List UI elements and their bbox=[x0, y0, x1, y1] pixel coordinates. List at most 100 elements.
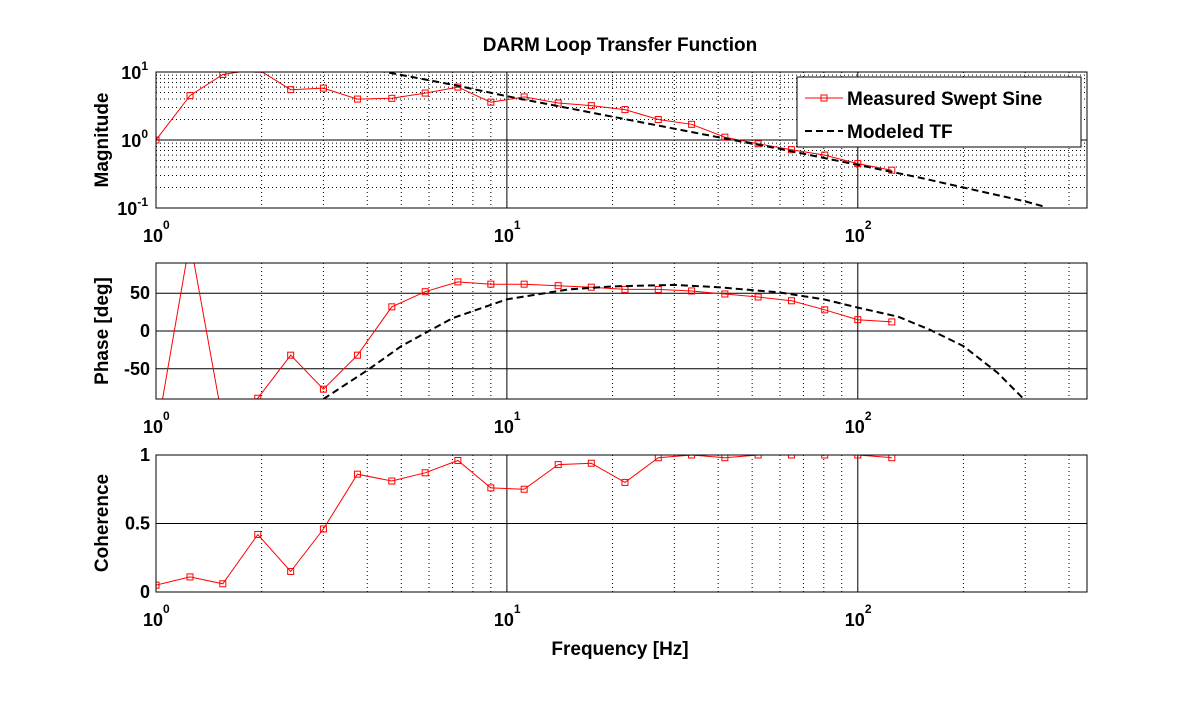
magnitude-measured-swept-sine-point bbox=[421, 89, 429, 97]
coherence-measured-swept-sine-point bbox=[186, 573, 194, 581]
phase-modeled-tf-line bbox=[322, 283, 1026, 399]
magnitude-y-tick-label: 100 bbox=[121, 127, 148, 151]
magnitude-y-tick-label: 10-1 bbox=[117, 195, 148, 219]
phase-measured-swept-sine-point bbox=[854, 316, 862, 324]
magnitude-measured-swept-sine-point bbox=[688, 120, 696, 128]
magnitude-measured-swept-sine-point bbox=[156, 136, 160, 144]
coherence-y-tick-label: 1 bbox=[140, 445, 150, 465]
coherence-measured-swept-sine-point bbox=[854, 455, 862, 459]
phase-axes-box bbox=[155, 262, 1088, 400]
coherence-measured-swept-sine-point bbox=[688, 455, 696, 459]
coherence-series-group bbox=[156, 455, 896, 589]
phase-measured-swept-sine-point bbox=[520, 280, 528, 288]
coherence-axes-box bbox=[155, 454, 1088, 593]
coherence-measured-swept-sine-point bbox=[219, 580, 227, 588]
legend-label: Modeled TF bbox=[847, 122, 953, 143]
magnitude-measured-swept-sine-point bbox=[787, 146, 795, 154]
phase-measured-swept-sine-point bbox=[754, 293, 762, 301]
coherence-measured-swept-sine-point bbox=[787, 455, 795, 459]
phase-x-tick-label: 100 bbox=[143, 409, 170, 437]
magnitude-measured-swept-sine-point bbox=[654, 116, 662, 124]
chart-title: DARM Loop Transfer Function bbox=[483, 35, 757, 56]
phase-measured-swept-sine-point bbox=[421, 288, 429, 296]
coherence-measured-swept-sine-point bbox=[554, 461, 562, 469]
coherence-measured-swept-sine-point bbox=[654, 455, 662, 462]
magnitude-measured-swept-sine-point bbox=[353, 95, 361, 103]
magnitude-measured-swept-sine-point bbox=[388, 94, 396, 102]
magnitude-measured-swept-sine-point bbox=[219, 72, 227, 78]
phase-y-tick-label: 0 bbox=[140, 321, 150, 341]
coherence-measured-swept-sine-point bbox=[520, 485, 528, 493]
coherence-measured-swept-sine-point bbox=[254, 530, 262, 538]
phase-x-tick-label: 101 bbox=[494, 409, 521, 437]
coherence-measured-swept-sine-point bbox=[454, 456, 462, 464]
phase-y-axis-label: Phase [deg] bbox=[92, 277, 113, 385]
magnitude-x-tick-label: 101 bbox=[494, 218, 521, 246]
phase-measured-swept-sine-point bbox=[821, 306, 829, 314]
legend-box bbox=[796, 76, 1082, 148]
coherence-measured-swept-sine-point bbox=[721, 455, 729, 462]
magnitude-measured-swept-sine-point bbox=[721, 133, 729, 141]
phase-measured-swept-sine-point bbox=[621, 285, 629, 293]
phase-measured-swept-sine-point bbox=[688, 287, 696, 295]
phase-measured-swept-sine-point bbox=[353, 351, 361, 359]
coherence-measured-swept-sine-point bbox=[388, 477, 396, 485]
phase-series-group bbox=[162, 263, 1026, 399]
phase-measured-swept-sine-point bbox=[654, 285, 662, 293]
magnitude-x-tick-label: 102 bbox=[845, 218, 872, 246]
phase-y-tick-label: -50 bbox=[124, 359, 150, 379]
phase-measured-swept-sine-point bbox=[254, 394, 262, 399]
phase-measured-swept-sine-point bbox=[554, 282, 562, 290]
phase-y-tick-label: 50 bbox=[130, 283, 150, 303]
coherence-y-axis-label: Coherence bbox=[92, 474, 113, 572]
x-axis-label: Frequency [Hz] bbox=[551, 639, 688, 660]
magnitude-measured-swept-sine-line bbox=[156, 72, 892, 171]
phase-measured-swept-sine-point bbox=[454, 278, 462, 286]
coherence-panel: 0 0.5 1 100 101 102 Coherence bbox=[92, 445, 1088, 630]
coherence-measured-swept-sine-line bbox=[156, 455, 892, 586]
magnitude-measured-swept-sine-point bbox=[554, 99, 562, 107]
coherence-measured-swept-sine-point bbox=[156, 581, 160, 589]
magnitude-measured-swept-sine-point bbox=[186, 92, 194, 100]
magnitude-modeled-tf-line bbox=[380, 72, 1045, 208]
coherence-y-tick-label: 0 bbox=[140, 582, 150, 602]
phase-measured-swept-sine-point bbox=[888, 318, 896, 326]
phase-measured-swept-sine-point bbox=[787, 297, 795, 305]
coherence-measured-swept-sine-point bbox=[287, 567, 295, 575]
magnitude-series-group bbox=[156, 72, 1045, 208]
magnitude-measured-swept-sine-point bbox=[254, 72, 262, 73]
phase-measured-swept-sine-point bbox=[287, 351, 295, 359]
phase-x-tick-label: 102 bbox=[845, 409, 872, 437]
magnitude-axes-box bbox=[155, 71, 1088, 209]
coherence-y-tick-label: 0.5 bbox=[125, 514, 150, 534]
coherence-x-tick-label: 101 bbox=[494, 602, 521, 630]
coherence-measured-swept-sine-point bbox=[421, 469, 429, 477]
coherence-measured-swept-sine-point bbox=[754, 455, 762, 459]
phase-measured-swept-sine-line bbox=[162, 263, 892, 399]
coherence-measured-swept-sine-point bbox=[621, 478, 629, 486]
coherence-measured-swept-sine-point bbox=[587, 459, 595, 467]
phase-measured-swept-sine-point bbox=[388, 303, 396, 311]
legend: Measured Swept Sine Modeled TF bbox=[796, 76, 1082, 148]
magnitude-measured-swept-sine-point bbox=[287, 86, 295, 94]
coherence-measured-swept-sine-point bbox=[319, 525, 327, 533]
coherence-measured-swept-sine-point bbox=[821, 455, 829, 459]
phase-measured-swept-sine-point bbox=[721, 290, 729, 298]
magnitude-y-tick-label: 101 bbox=[121, 59, 148, 83]
coherence-measured-swept-sine-point bbox=[353, 470, 361, 478]
phase-measured-swept-sine-point bbox=[319, 385, 327, 393]
legend-marker bbox=[820, 94, 828, 102]
phase-panel: -50 0 50 100 101 102 Phase [deg] bbox=[92, 262, 1088, 437]
magnitude-measured-swept-sine-point bbox=[487, 98, 495, 106]
magnitude-measured-swept-sine-point bbox=[587, 102, 595, 110]
coherence-x-tick-label: 100 bbox=[143, 602, 170, 630]
coherence-x-tick-label: 102 bbox=[845, 602, 872, 630]
coherence-measured-swept-sine-point bbox=[888, 455, 896, 462]
legend-label: Measured Swept Sine bbox=[847, 89, 1042, 110]
magnitude-measured-swept-sine-point bbox=[454, 83, 462, 91]
magnitude-y-axis-label: Magnitude bbox=[92, 93, 113, 188]
magnitude-measured-swept-sine-point bbox=[888, 166, 896, 174]
